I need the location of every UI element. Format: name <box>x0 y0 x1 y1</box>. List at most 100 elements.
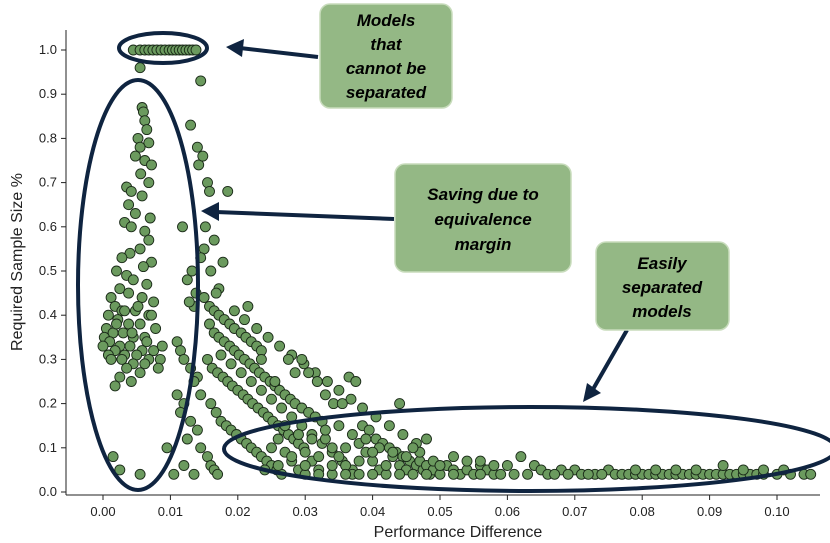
data-point <box>193 159 205 171</box>
data-point <box>135 168 147 180</box>
data-point <box>650 464 662 476</box>
data-point <box>202 353 213 365</box>
data-point <box>121 362 133 374</box>
data-point <box>111 318 122 330</box>
data-point <box>136 292 148 303</box>
x-tick-label: 0.04 <box>360 504 385 519</box>
arrow-equivalence <box>201 202 395 221</box>
callout-cannot-separate-line-4: separated <box>346 83 427 102</box>
data-point <box>191 424 203 436</box>
data-point <box>208 234 220 246</box>
data-point <box>188 468 200 480</box>
data-point <box>212 468 224 480</box>
data-point <box>150 323 162 334</box>
data-point <box>119 305 131 317</box>
data-point <box>114 464 126 476</box>
data-point <box>549 468 561 480</box>
data-point <box>148 345 160 357</box>
data-point <box>97 340 109 352</box>
callout-cannot-separate-line-3: cannot be <box>346 59 426 78</box>
data-point <box>321 376 333 387</box>
data-point <box>333 420 345 432</box>
data-point <box>306 433 318 445</box>
data-point <box>199 221 211 233</box>
data-point <box>144 212 156 224</box>
data-point <box>266 442 277 454</box>
x-tick-label: 0.08 <box>630 504 655 519</box>
data-point <box>345 393 357 405</box>
data-point <box>407 442 419 454</box>
x-ticks: 0.00 0.01 0.02 0.03 0.04 0.05 0.06 0.07 0.08 0.09… <box>90 495 790 519</box>
data-point <box>195 442 207 454</box>
data-point <box>269 376 281 387</box>
arrow-cannot-separate <box>226 39 319 59</box>
callout-cannot-separate-line-1: Models <box>357 11 416 30</box>
data-point <box>313 451 325 463</box>
data-point <box>171 389 183 401</box>
data-point <box>282 353 294 365</box>
data-point <box>143 137 155 149</box>
data-point <box>127 274 139 286</box>
data-point <box>222 185 234 197</box>
data-point <box>448 468 459 480</box>
data-point <box>293 429 304 440</box>
data-point <box>109 380 121 392</box>
data-point <box>152 362 164 374</box>
data-point <box>198 292 210 303</box>
data-point <box>336 398 348 410</box>
data-point <box>242 300 254 312</box>
data-point <box>596 468 608 480</box>
data-point <box>690 464 702 476</box>
data-point <box>125 185 137 197</box>
data-point <box>340 468 352 480</box>
callout-cannot-separate-line-2: that <box>370 35 403 54</box>
data-point <box>488 460 500 471</box>
y-tick-label: 0.1 <box>39 440 57 455</box>
data-point <box>239 314 250 326</box>
data-point <box>114 283 126 295</box>
data-point <box>204 318 215 330</box>
data-point <box>141 336 153 348</box>
data-point <box>319 424 331 436</box>
callout-easily-line-3: models <box>632 302 692 321</box>
data-point <box>107 451 119 463</box>
data-point <box>303 367 315 379</box>
callout-equivalence-line-1: Saving due to <box>427 185 538 204</box>
y-tick-label: 0.5 <box>39 263 57 278</box>
y-tick-label: 0.7 <box>39 175 57 190</box>
data-point <box>421 468 432 480</box>
data-point <box>105 292 117 303</box>
data-point <box>461 455 473 467</box>
data-point <box>134 468 146 480</box>
data-point <box>582 468 594 480</box>
x-axis-title: Performance Difference <box>374 524 543 541</box>
data-point <box>134 318 146 330</box>
data-point <box>123 199 135 211</box>
data-point <box>148 296 160 308</box>
axes: 0.00 0.01 0.02 0.03 0.04 0.05 0.06 0.07 0.08 0.09… <box>9 30 820 541</box>
data-point <box>161 442 173 454</box>
data-point <box>139 225 151 237</box>
callout-equivalence-line-2: equivalence <box>434 210 531 229</box>
data-point <box>183 296 195 308</box>
data-point <box>380 460 392 471</box>
data-point <box>178 460 190 471</box>
data-point <box>141 124 153 136</box>
x-tick-label: 0.10 <box>764 504 789 519</box>
data-point <box>111 265 122 277</box>
x-tick-label: 0.07 <box>562 504 587 519</box>
data-point <box>360 433 372 445</box>
data-point <box>805 468 817 480</box>
data-point <box>245 376 257 387</box>
data-point <box>134 141 146 153</box>
data-point <box>367 468 379 480</box>
callout-easily-line-2: separated <box>622 278 703 297</box>
data-point <box>195 389 207 401</box>
data-point <box>139 358 151 370</box>
data-point <box>195 75 207 87</box>
data-point <box>204 185 215 197</box>
data-point <box>407 468 419 480</box>
data-point <box>141 278 153 290</box>
callout-easily-separated: Easily separated models <box>595 241 730 331</box>
data-point <box>326 460 338 471</box>
